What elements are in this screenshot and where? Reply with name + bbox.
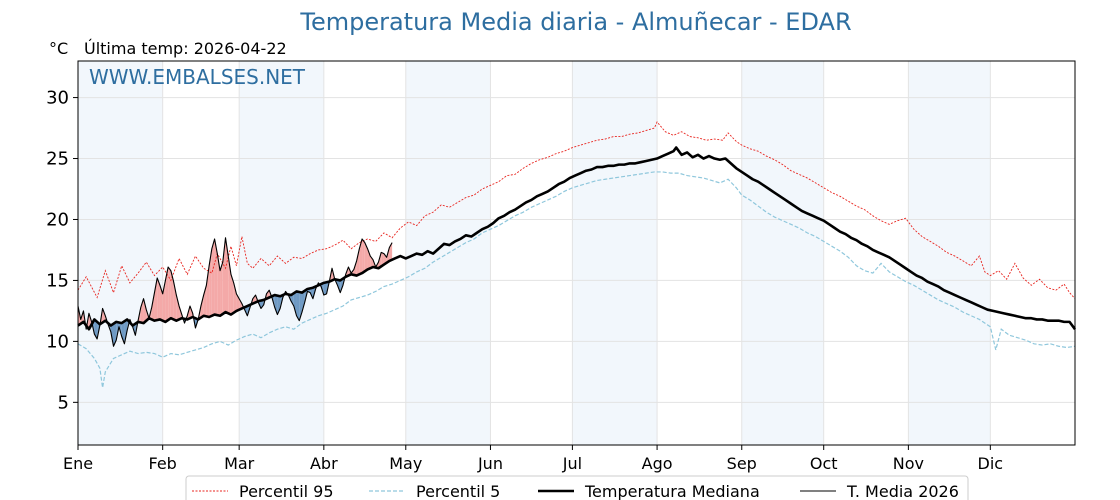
above-median-fill [364,242,368,272]
series-lines [77,121,1077,388]
above-median-fill [230,274,234,315]
last-temp-label: Última temp: 2026-04-22 [84,39,287,58]
below-median-fill [293,291,297,316]
above-median-fill [151,292,155,321]
above-median-fill [214,238,218,316]
above-median-fill [362,238,365,274]
above-median-fill [157,277,160,321]
x-tick-label: Oct [810,454,838,473]
below-median-fill [340,278,343,293]
chart-title: Temperatura Media diaria - Almuñecar - E… [300,8,852,36]
below-median-fill [274,295,278,315]
legend-label-p5: Percentil 5 [416,482,500,500]
x-tick-label: Ago [642,454,673,473]
month-shade-band [78,61,163,445]
y-tick-label: 10 [46,331,69,352]
legend-label-p95: Percentil 95 [239,482,334,500]
below-median-fill [113,321,117,347]
above-median-fill [206,265,210,317]
month-shade-band [908,61,991,445]
above-median-fill [102,308,106,323]
x-tick-label: Mar [224,454,255,473]
month-shade-band [741,61,824,445]
month-shade-band [572,61,658,445]
above-median-fill [168,267,171,321]
above-median-fill [209,248,212,317]
below-median-fill [94,319,98,339]
above-median-fill [154,277,158,321]
above-median-fill [225,237,229,314]
below-median-fill [301,290,305,313]
x-tick-label: Abr [310,454,338,473]
axes: Ene Feb Mar Abr May Jun Jul Ago Sep Oct Nov Dic 5 10 1… [46,88,1003,473]
y-tick-label: 20 [46,209,69,230]
x-tick-label: Jul [562,454,582,473]
legend-label-median: Temperatura Mediana [584,482,760,500]
above-median-fill [165,267,169,322]
y-tick-label: 25 [46,149,69,170]
below-median-fill [291,293,294,307]
above-median-fill [367,248,371,270]
series-line-median [77,146,1077,331]
legend-label-current: T. Media 2026 [846,482,959,500]
legend: Percentil 95 Percentil 5 Temperatura Media… [185,475,969,500]
above-median-fill [200,295,204,318]
x-tick-label: Sep [727,454,757,473]
above-median-fill [211,238,215,316]
above-median-fill [143,298,147,324]
above-median-fill [176,295,180,321]
y-tick-label: 30 [46,88,69,109]
below-median-fill [323,282,327,296]
above-median-fill [159,285,163,321]
above-median-fill [233,282,237,313]
series-line-p95 [77,121,1076,300]
below-median-fill [124,319,128,344]
y-tick-label: 5 [58,392,69,413]
y-tick-label: 15 [46,270,69,291]
legend-box [185,475,969,500]
x-tick-label: Jun [477,454,503,473]
x-tick-label: Ene [63,454,93,473]
plot-frame [77,60,1076,446]
above-median-fill [170,270,174,320]
below-median-fill [296,291,300,321]
x-tick-label: Feb [149,454,177,473]
x-tick-label: Dic [978,454,1004,473]
series-line-p5 [77,171,1076,388]
above-median-fill [173,281,177,321]
x-tick-label: May [389,454,422,473]
above-median-fill [140,298,144,324]
above-median-fill [220,262,223,316]
y-unit-label: °C [49,39,69,58]
above-median-fill [381,252,384,267]
series-line-current [77,237,393,347]
below-median-fill [261,299,264,309]
above-median-fill [356,248,360,276]
month-shade-band [239,61,324,445]
above-median-fill [239,298,242,310]
x-tick-label: Nov [893,454,924,473]
watermark-text: WWW.EMBALSES.NET [89,65,306,89]
